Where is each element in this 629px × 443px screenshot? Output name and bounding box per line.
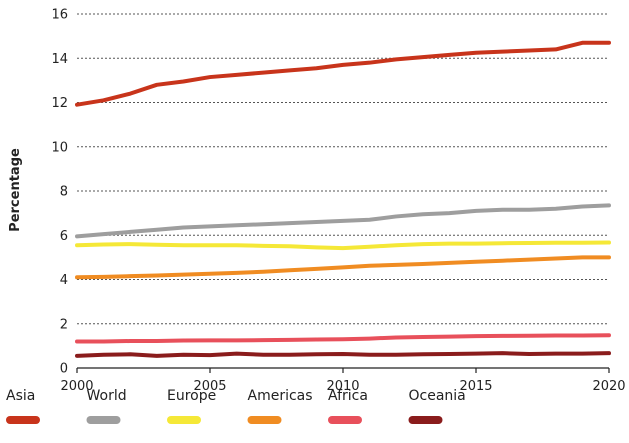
y-tick-label: 8 (60, 185, 68, 200)
y-tick-label: 0 (60, 362, 68, 377)
legend-item-africa: Africa (328, 388, 368, 424)
x-tick-label: 2000 (60, 379, 93, 394)
series-line-africa (75, 333, 611, 344)
legend-label: Oceania (409, 388, 466, 404)
legend-label: Americas (248, 388, 313, 404)
series-line-americas (75, 255, 611, 280)
y-tick-label: 6 (60, 229, 68, 244)
legend-label: World (87, 388, 127, 404)
x-tick-label: 2020 (592, 379, 625, 394)
series-layer (75, 40, 611, 358)
grid-layer (77, 13, 609, 325)
legend: Asia World Europe Americas Africa Oceania (6, 388, 466, 424)
legend-item-world: World (86, 388, 127, 424)
legend-item-americas: Americas (247, 388, 313, 424)
legend-label: Europe (167, 388, 216, 404)
legend-item-asia: Asia (6, 388, 40, 424)
y-tick-label: 2 (60, 317, 68, 332)
y-tick-label: 12 (51, 96, 68, 111)
legend-item-europe: Europe (167, 388, 216, 424)
y-axis-title: Percentage (8, 148, 23, 232)
legend-label: Asia (6, 388, 35, 404)
x-tick-label: 2010 (326, 379, 359, 394)
x-tick-label: 2015 (459, 379, 492, 394)
y-tick-label: 14 (51, 52, 68, 67)
y-tick-label: 10 (51, 140, 68, 155)
axis-layer: 0 2 4 6 8 10 12 14 16 2000 2005 2010 2015 2020 (51, 8, 625, 395)
series-line-world (75, 203, 611, 239)
series-line-asia (75, 40, 611, 107)
series-line-oceania (75, 351, 611, 358)
legend-label: Africa (328, 388, 368, 404)
legend-item-oceania: Oceania (408, 388, 466, 424)
series-line-europe (75, 240, 611, 251)
y-tick-label: 16 (51, 8, 68, 23)
x-tick-label: 2005 (193, 379, 226, 394)
y-tick-label: 4 (60, 273, 68, 288)
